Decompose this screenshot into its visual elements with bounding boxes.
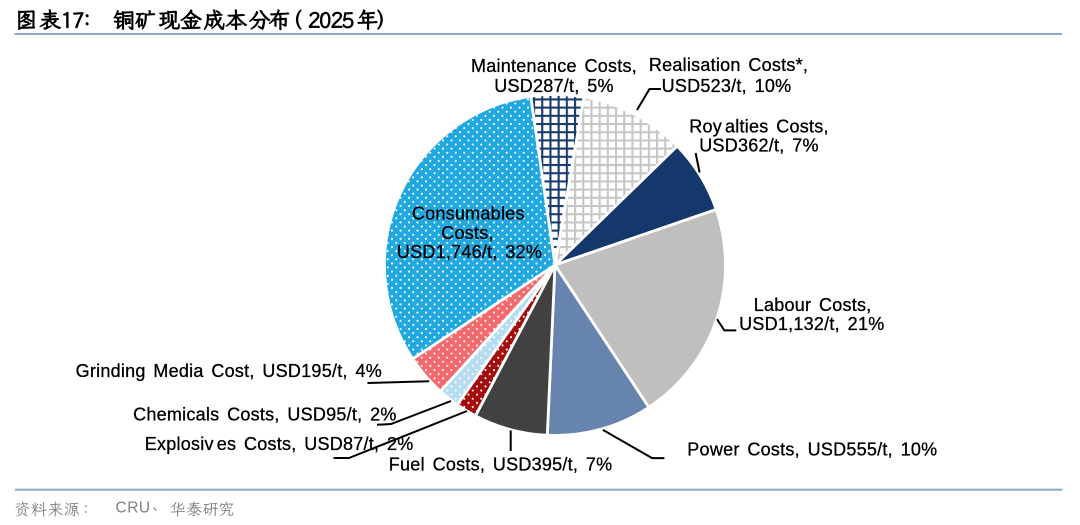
svg-text:Labour Costs,: Labour Costs,	[754, 295, 872, 315]
svg-text:Costs,: Costs,	[441, 223, 494, 243]
svg-text:USD287/t, 5%: USD287/t, 5%	[494, 76, 614, 96]
svg-text:Realisation Costs*,: Realisation Costs*,	[649, 55, 808, 75]
svg-text:USD523/t, 10%: USD523/t, 10%	[662, 76, 792, 96]
svg-text:USD362/t, 7%: USD362/t, 7%	[699, 135, 819, 155]
svg-text:Maintenance Costs,: Maintenance Costs,	[471, 56, 637, 76]
svg-text:USD1,132/t, 21%: USD1,132/t, 21%	[739, 314, 884, 334]
svg-text:Power Costs, USD555/t, 10%: Power Costs, USD555/t, 10%	[687, 439, 937, 459]
svg-text:Grinding Media Cost, USD195/t,: Grinding Media Cost, USD195/t, 4%	[76, 361, 382, 381]
svg-text:Fuel Costs, USD395/t, 7%: Fuel Costs, USD395/t, 7%	[389, 454, 613, 474]
svg-text:CRU: CRU	[116, 500, 151, 517]
svg-text:Consumables: Consumables	[412, 204, 525, 224]
svg-text:USD1,746/t, 32%: USD1,746/t, 32%	[397, 242, 542, 262]
svg-text:Chemicals Costs, USD95/t, 2%: Chemicals Costs, USD95/t, 2%	[133, 405, 397, 425]
